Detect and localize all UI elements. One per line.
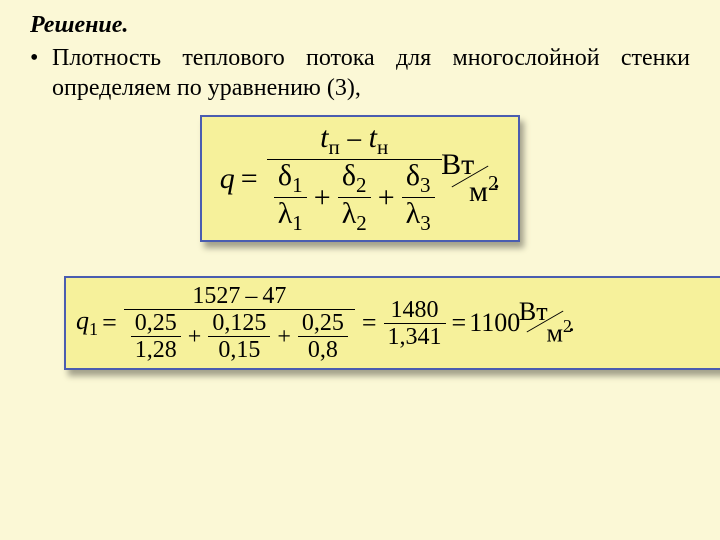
plus-sign: +: [378, 183, 395, 213]
plus-sign: +: [188, 325, 202, 349]
t-n: tн: [369, 123, 389, 158]
equals-sign: =: [362, 308, 377, 338]
frac-delta2-lambda2: δ2 λ2: [338, 161, 371, 234]
equals-sign: =: [102, 308, 117, 338]
unit-w-per-m2: Вт м2: [449, 142, 491, 215]
eq2-frac-1: 1527 – 47 0,251,28 + 0,1250,15 + 0,250,8: [124, 284, 355, 362]
unit-bottom: м2: [469, 171, 498, 209]
equals-sign: =: [452, 308, 467, 338]
eq2-result: 1100: [469, 308, 520, 338]
section-title: Решение.: [30, 12, 690, 39]
t-p: tп: [320, 123, 340, 158]
eq2-frac1-num: 1527 – 47: [188, 284, 290, 309]
eq2-lhs: q1: [76, 306, 98, 340]
bullet-text: Плотность теплового потока для многослой…: [52, 43, 690, 103]
equation-2: q1 = 1527 – 47 0,251,28 + 0,1250,15: [76, 284, 716, 362]
eq1-main-fraction: tп − tн δ1 λ1 + δ2 λ2: [267, 123, 442, 234]
unit-bottom: м2: [546, 316, 572, 349]
eq1-denominator: δ1 λ1 + δ2 λ2 + δ3 λ3: [267, 160, 442, 234]
frac-d1: 0,251,28: [131, 311, 181, 362]
equation-1: q = tп − tн δ1 λ1 + δ2: [220, 123, 500, 234]
equation-box-1: q = tп − tн δ1 λ1 + δ2: [200, 115, 520, 242]
unit-w-per-m2: Вт м2: [524, 291, 566, 355]
eq1-lhs: q: [220, 162, 235, 196]
frac-delta1-lambda1: δ1 λ1: [274, 161, 307, 234]
eq1-numerator: tп − tн: [316, 123, 392, 159]
frac-d2: 0,1250,15: [208, 311, 270, 362]
equation-box-2: q1 = 1527 – 47 0,251,28 + 0,1250,15: [64, 276, 720, 370]
frac-delta3-lambda3: δ3 λ3: [402, 161, 435, 234]
plus-sign: +: [277, 325, 291, 349]
frac-d3: 0,250,8: [298, 311, 348, 362]
eq2-frac1-den: 0,251,28 + 0,1250,15 + 0,250,8: [124, 310, 355, 362]
plus-sign: +: [314, 183, 331, 213]
bullet-dot: •: [30, 43, 52, 103]
minus-sign: −: [346, 126, 363, 156]
equals-sign: =: [241, 162, 258, 196]
bullet-item: • Плотность теплового потока для многосл…: [30, 43, 690, 103]
eq2-frac-2: 1480 1,341: [384, 298, 446, 349]
